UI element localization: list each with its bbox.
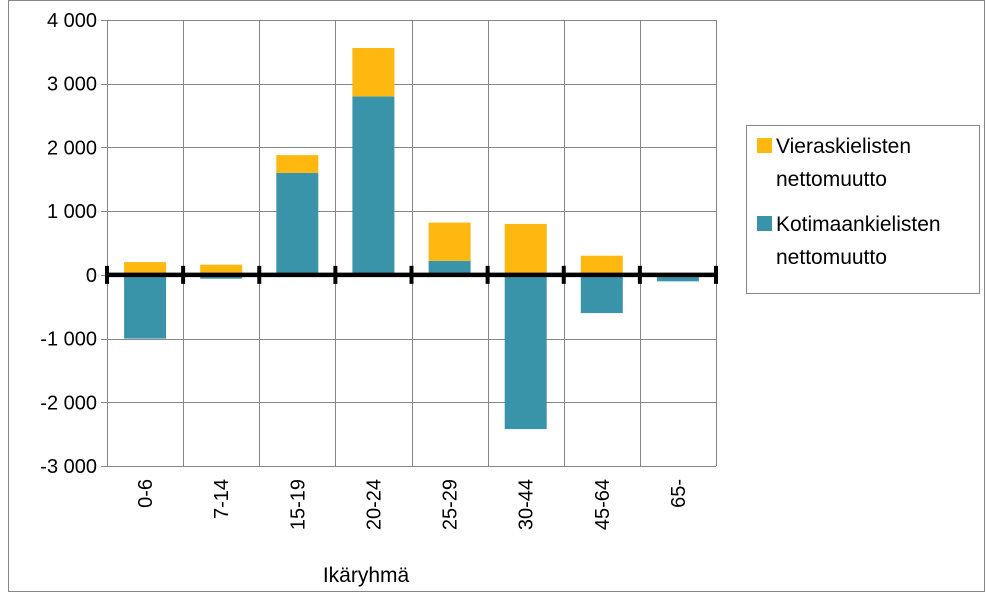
bar-vieraskieliset-25-29 — [428, 222, 471, 261]
y-tick-label: 0 — [86, 265, 97, 287]
bar-kotimaankieliset-20-24 — [352, 96, 395, 275]
chart-border — [8, 0, 985, 592]
bar-vieraskieliset-30-44 — [504, 223, 547, 275]
x-tick-labels: 0-6 7-14 15-19 20-24 25-29 30-44 45-64 65- — [135, 479, 690, 530]
x-axis-title: Ikäryhmä — [323, 564, 410, 587]
bar-kotimaankieliset-25-29 — [428, 260, 471, 275]
x-tick-label: 65- — [668, 479, 690, 508]
x-tick-label: 30-44 — [516, 479, 538, 530]
y-tick-label: 4 000 — [47, 10, 97, 32]
x-tick-label: 15-19 — [287, 479, 309, 530]
y-tick-labels: -3 000 -2 000 -1 000 0 1 000 2 000 3 000 4 000 — [40, 10, 97, 478]
bar-kotimaankieliset-65- — [656, 274, 699, 282]
bar-kotimaankieliset-15-19 — [276, 172, 319, 275]
x-tick-label: 25-29 — [440, 479, 462, 530]
bars — [124, 48, 699, 430]
bar-kotimaankieliset-30-44 — [504, 274, 547, 430]
y-tick-label: -3 000 — [40, 456, 97, 478]
y-tick-label: -1 000 — [40, 329, 97, 351]
x-tick-label: 20-24 — [363, 479, 385, 530]
bar-vieraskieliset-0-6 — [124, 262, 167, 275]
bar-vieraskieliset-45-64 — [580, 255, 623, 275]
bar-kotimaankieliset-0-6 — [124, 274, 167, 339]
bar-vieraskieliset-15-19 — [276, 155, 319, 173]
x-tick-label: 7-14 — [211, 479, 233, 519]
x-tick-label: 45-64 — [592, 479, 614, 530]
bar-kotimaankieliset-45-64 — [580, 274, 623, 314]
y-tick-label: -2 000 — [40, 392, 97, 414]
legend-swatch — [757, 216, 772, 231]
y-tick-label: 2 000 — [47, 137, 97, 159]
x-tick-label: 0-6 — [135, 479, 157, 508]
y-tick-label: 1 000 — [47, 201, 97, 223]
legend-swatch — [757, 138, 772, 153]
legend-label: Vieraskielisten — [776, 135, 911, 158]
legend-label: nettomuutto — [776, 246, 887, 269]
legend-box — [746, 125, 980, 294]
legend-label: nettomuutto — [776, 168, 887, 191]
axes — [101, 20, 718, 467]
bar-vieraskieliset-7-14 — [200, 264, 243, 275]
y-tick-label: 3 000 — [47, 74, 97, 96]
legend: Vieraskielisten nettomuutto Kotimaankielis… — [746, 125, 980, 294]
bar-vieraskieliset-20-24 — [352, 48, 395, 97]
legend-label: Kotimaankielisten — [776, 213, 941, 236]
